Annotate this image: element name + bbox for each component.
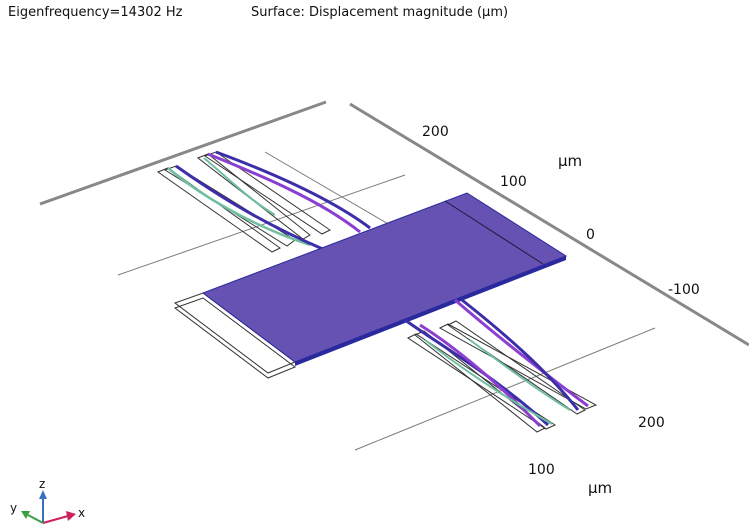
y-arrow-icon xyxy=(21,511,30,519)
triad-label-x: x xyxy=(78,506,85,520)
triad-label-z: z xyxy=(39,477,45,491)
axis-unit-x: µm xyxy=(588,479,612,497)
tick-label-y-100: 100 xyxy=(500,174,527,190)
tick-label-x-200: 200 xyxy=(638,415,665,431)
beam-group-back-left xyxy=(156,150,371,253)
box-edge-back xyxy=(39,100,327,206)
eigenfrequency-label: Eigenfrequency=14302 Hz xyxy=(8,5,183,20)
tick-label-x-100: 100 xyxy=(528,462,555,478)
proof-mass-plate xyxy=(201,192,568,366)
z-arrow-icon xyxy=(39,490,47,499)
beam-group-front-right xyxy=(404,298,598,433)
box-edge-right xyxy=(349,102,749,347)
axis-unit-y: µm xyxy=(558,152,582,170)
orientation-triad: z x y xyxy=(10,477,85,524)
surface-title: Surface: Displacement magnitude (µm) xyxy=(251,5,509,20)
tick-label-y-200: 200 xyxy=(422,124,449,140)
tick-label-y-0: 0 xyxy=(586,227,595,243)
tick-label-y-minus100: -100 xyxy=(668,282,700,298)
triad-label-y: y xyxy=(10,501,17,515)
x-arrow-icon xyxy=(66,511,76,521)
